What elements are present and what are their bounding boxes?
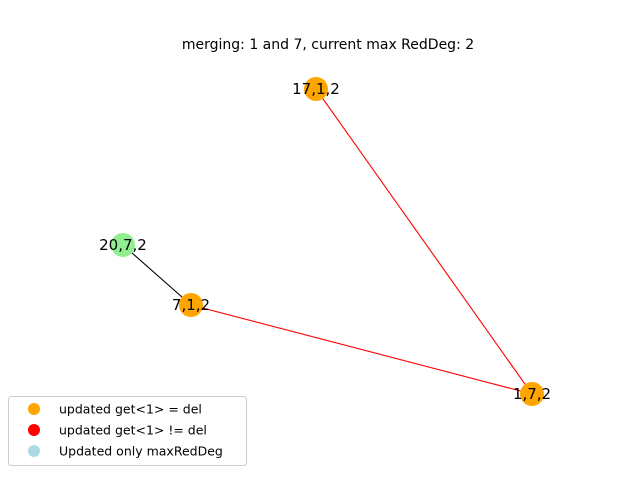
- legend-label-red: updated get<1> != del: [59, 423, 207, 438]
- edge-17-1: [315, 88, 533, 395]
- legend-item-red: updated get<1> != del: [28, 423, 207, 438]
- legend-marker-lightblue: [28, 445, 40, 457]
- node-7-circle: [179, 293, 203, 317]
- legend-label-lightblue: Updated only maxRedDeg: [59, 444, 223, 459]
- node-17-circle: [304, 77, 328, 101]
- legend-marker-red: [28, 424, 40, 436]
- node-17: 17,1,2: [292, 77, 340, 101]
- node-1: 1,7,2: [513, 382, 551, 406]
- legend: updated get<1> = del updated get<1> != d…: [8, 396, 247, 466]
- node-1-circle: [520, 382, 544, 406]
- node-1-label: 1,7,2: [513, 385, 551, 403]
- node-17-label: 17,1,2: [292, 80, 340, 98]
- node-20-circle: [111, 233, 135, 257]
- legend-box: [8, 396, 247, 466]
- edges-layer: [122, 88, 533, 395]
- legend-marker-orange: [28, 403, 40, 415]
- graph-title: merging: 1 and 7, current max RedDeg: 2: [182, 37, 474, 53]
- node-20-label: 20,7,2: [99, 236, 147, 254]
- node-7: 7,1,2: [172, 293, 210, 317]
- node-7-label: 7,1,2: [172, 296, 210, 314]
- edge-20-7: [122, 244, 192, 306]
- legend-item-lightblue: Updated only maxRedDeg: [28, 444, 223, 459]
- legend-item-orange: updated get<1> = del: [28, 402, 202, 417]
- node-20: 20,7,2: [99, 233, 147, 257]
- legend-label-orange: updated get<1> = del: [59, 402, 202, 417]
- nodes-layer: 17,1,2 20,7,2 7,1,2 1,7,2: [99, 77, 551, 406]
- edge-7-1: [190, 304, 533, 395]
